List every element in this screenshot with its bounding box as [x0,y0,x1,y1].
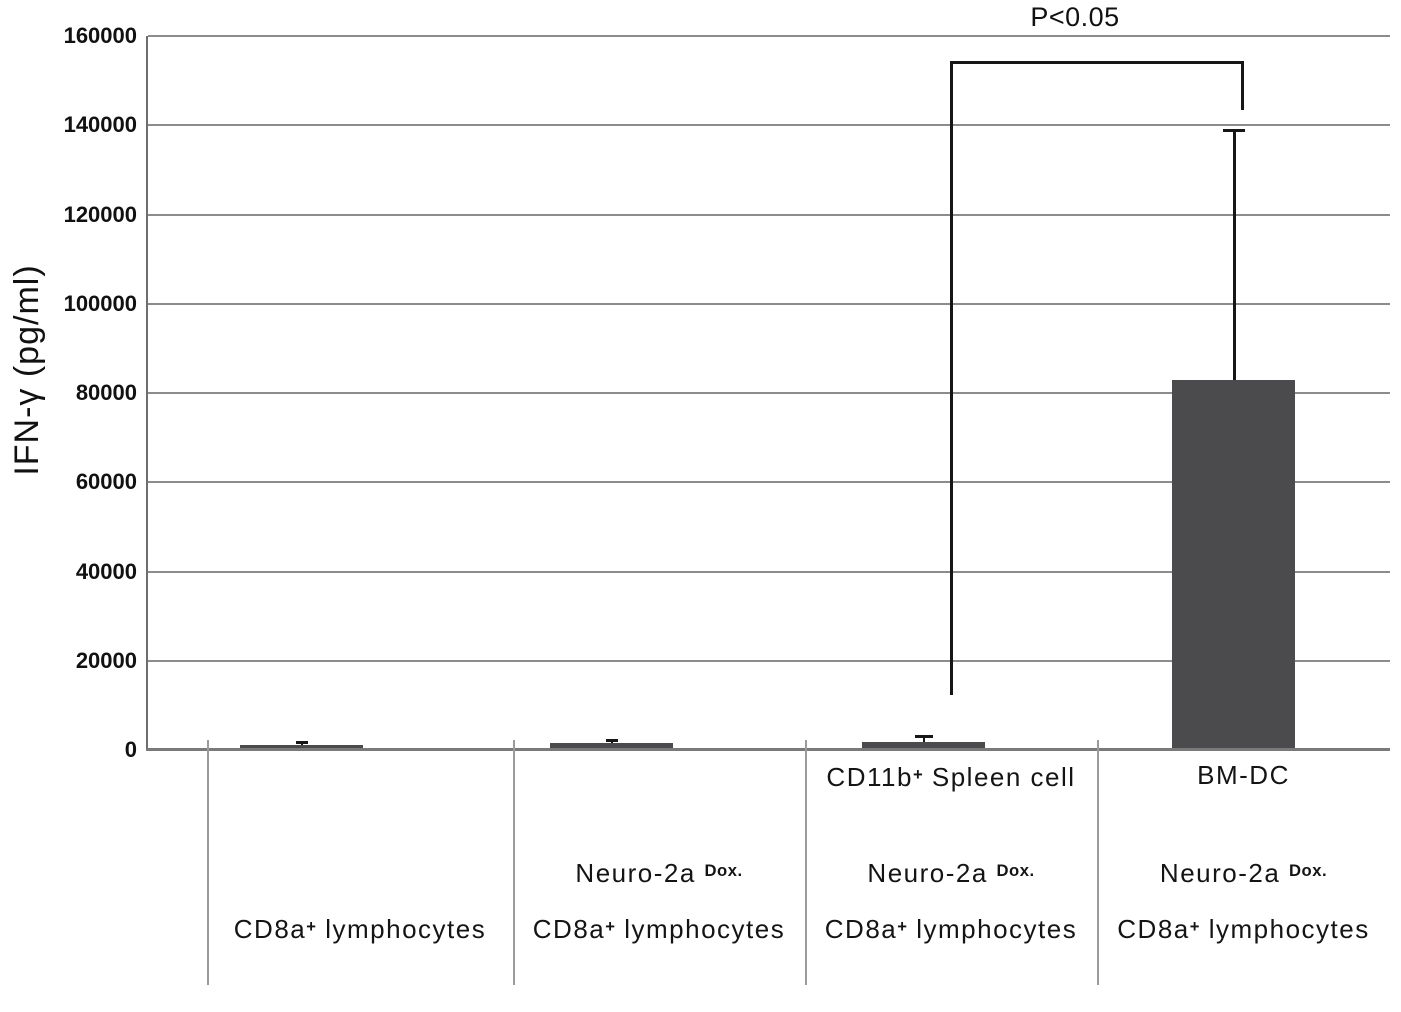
group-label-text: Spleen cell [923,762,1076,792]
y-gridline [148,481,1390,484]
y-tick-label: 100000 [63,290,137,316]
group-separator [207,740,209,985]
y-gridline [148,392,1390,394]
significance-bracket-top [950,61,1244,64]
bar [862,741,985,748]
group-label-text: CD8a [532,914,606,944]
y-axis-title: IFN-γ (pg/ml) [8,264,46,476]
group-label-superscript: Dox. [1289,861,1328,880]
p-value-label: P<0.05 [1030,2,1120,32]
group-label-text: lymphocytes [615,914,786,944]
group-label-superscript: + [306,917,317,936]
group-separator [805,740,807,985]
bar [240,744,363,748]
group-label-line: BM-DC [1097,760,1390,790]
group-label-text: lymphocytes [907,914,1078,944]
y-gridline [148,213,1390,216]
group-label-line: Neuro-2a Dox. [805,856,1097,888]
group-label-text: lymphocytes [316,914,487,944]
group-label-superscript: + [912,765,924,784]
group-separator [513,740,515,985]
group-label-line: CD11b+ Spleen cell [805,760,1097,792]
error-bar-stem [922,735,925,742]
group-label-line: CD8a+ lymphocytes [805,912,1097,944]
y-gridline [148,570,1390,573]
group-label-line: Neuro-2a Dox. [1097,856,1390,888]
group-label-superscript: + [897,917,908,936]
error-bar-cap [295,741,308,745]
error-bar-cap [605,738,618,742]
group-label-line: CD8a+ lymphocytes [513,912,805,944]
y-tick-label: 0 [124,737,137,762]
significance-bracket-left-leg [950,61,953,695]
error-bar-stem [1232,129,1236,380]
bar [1172,379,1295,748]
group-label-superscript: + [1189,917,1200,936]
group-label-text: Neuro-2a [867,858,997,888]
group-label-superscript: Dox. [704,861,743,880]
y-axis-line [146,36,148,750]
group-separator [1097,740,1099,985]
group-label-text: Neuro-2a [575,858,705,888]
group-label-superscript: + [605,917,616,936]
group-label-text: CD8a [824,914,898,944]
y-gridline [148,302,1390,305]
group-label-text: CD8a [1117,914,1190,944]
error-bar-cap [1222,128,1245,132]
x-axis-line [146,748,1390,751]
group-label-line: CD8a+ lymphocytes [1097,912,1390,944]
y-gridline [148,124,1390,127]
y-tick-label: 120000 [63,201,137,227]
error-bar-cap [914,734,933,738]
group-label-text: lymphocytes [1199,914,1370,944]
y-gridline [148,35,1390,37]
y-tick-label: 60000 [75,469,137,495]
group-label-line: CD8a+ lymphocytes [207,912,513,944]
y-gridline [148,659,1390,662]
group-label-text: BM-DC [1197,760,1290,790]
group-label-text: Neuro-2a [1159,858,1290,888]
group-label-text: CD8a [233,914,307,944]
y-tick-label: 80000 [75,380,137,405]
y-tick-label: 40000 [75,558,137,584]
group-label-line: Neuro-2a Dox. [513,856,805,888]
group-label-text: CD11b [826,762,913,792]
y-tick-label: 160000 [63,23,137,48]
y-tick-label: 20000 [75,647,137,673]
bar [550,743,673,748]
significance-bracket-right-leg [1241,61,1244,110]
y-tick-label: 140000 [63,112,137,138]
group-label-superscript: Dox. [996,861,1035,880]
